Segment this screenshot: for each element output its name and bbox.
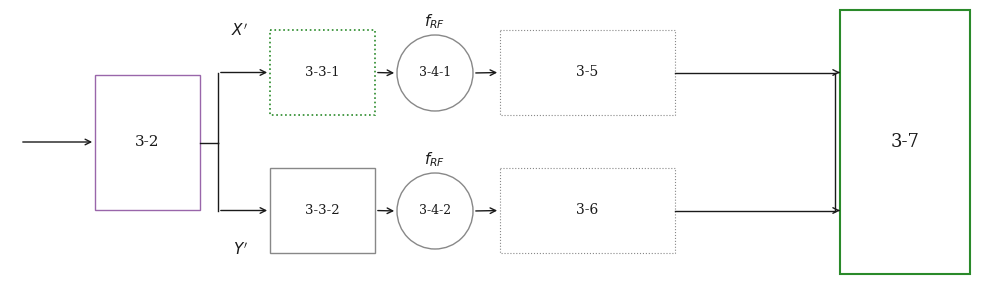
Text: $f_{RF}$: $f_{RF}$	[424, 150, 446, 169]
Text: $f_{RF}$: $f_{RF}$	[424, 12, 446, 31]
Text: 3-3-1: 3-3-1	[305, 66, 340, 79]
Circle shape	[397, 173, 473, 249]
Text: $Y'$: $Y'$	[233, 241, 248, 258]
Text: 3-6: 3-6	[576, 204, 599, 218]
Text: 3-4-1: 3-4-1	[419, 66, 451, 80]
Circle shape	[397, 35, 473, 111]
Text: 3-5: 3-5	[576, 66, 599, 80]
Bar	[500, 168, 675, 253]
Text: 3-7: 3-7	[891, 133, 919, 151]
Bar	[840, 10, 970, 274]
Bar	[270, 30, 375, 115]
Text: $X'$: $X'$	[231, 22, 248, 39]
Text: 3-2: 3-2	[135, 135, 160, 149]
Text: 3-4-2: 3-4-2	[419, 204, 451, 218]
Bar	[500, 30, 675, 115]
Text: 3-3-2: 3-3-2	[305, 204, 340, 217]
Bar	[95, 75, 200, 210]
Bar	[270, 168, 375, 253]
